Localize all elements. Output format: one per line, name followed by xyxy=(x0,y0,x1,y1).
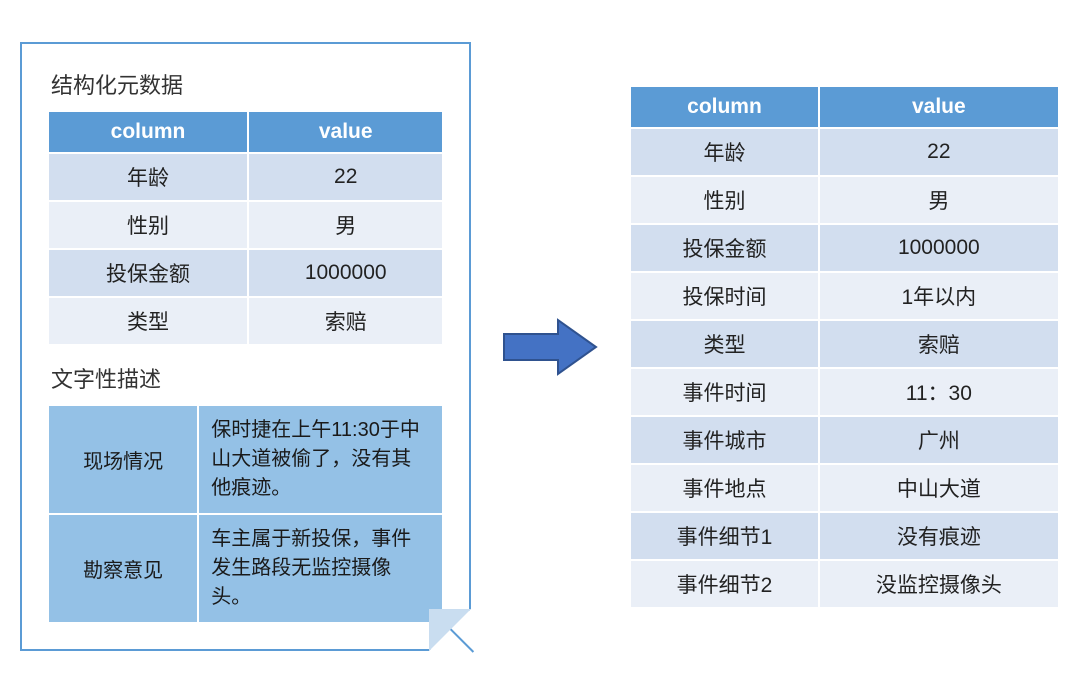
table-cell: 投保时间 xyxy=(630,272,818,320)
source-panel: 结构化元数据 column value 年龄22性别男投保金额1000000类型… xyxy=(20,42,471,651)
result-panel: column value 年龄22性别男投保金额1000000投保时间1年以内类… xyxy=(629,85,1060,609)
desc-value: 车主属于新投保，事件发生路段无监控摄像头。 xyxy=(198,514,443,623)
desc-value: 保时捷在上午11:30于中山大道被偷了，没有其他痕迹。 xyxy=(198,405,443,514)
table-cell: 投保金额 xyxy=(48,249,248,297)
table-cell: 1年以内 xyxy=(819,272,1059,320)
extracted-fields-table: column value 年龄22性别男投保金额1000000投保时间1年以内类… xyxy=(629,85,1060,609)
table-cell: 年龄 xyxy=(630,128,818,176)
table-cell: 性别 xyxy=(48,201,248,249)
table-header: value xyxy=(248,111,443,153)
table-cell: 投保金额 xyxy=(630,224,818,272)
table-cell: 索赔 xyxy=(819,320,1059,368)
table-row: 现场情况保时捷在上午11:30于中山大道被偷了，没有其他痕迹。 xyxy=(48,405,443,514)
table-cell: 事件城市 xyxy=(630,416,818,464)
table-row: 投保金额1000000 xyxy=(48,249,443,297)
table-header: column xyxy=(48,111,248,153)
transform-arrow xyxy=(501,318,599,376)
page-fold-decoration xyxy=(429,609,471,651)
table-cell: 广州 xyxy=(819,416,1059,464)
table-row: 事件细节2没监控摄像头 xyxy=(630,560,1059,608)
table-row: 事件时间11：30 xyxy=(630,368,1059,416)
table-row: 类型索赔 xyxy=(630,320,1059,368)
arrow-icon xyxy=(502,318,598,376)
table-cell: 事件时间 xyxy=(630,368,818,416)
table-header: value xyxy=(819,86,1059,128)
structured-metadata-table: column value 年龄22性别男投保金额1000000类型索赔 xyxy=(47,110,444,346)
desc-key: 现场情况 xyxy=(48,405,198,514)
table-cell: 男 xyxy=(819,176,1059,224)
table-cell: 事件细节1 xyxy=(630,512,818,560)
table-cell: 中山大道 xyxy=(819,464,1059,512)
table-row: 年龄22 xyxy=(48,153,443,201)
table-row: 投保时间1年以内 xyxy=(630,272,1059,320)
table-row: 性别男 xyxy=(630,176,1059,224)
table-row: 勘察意见车主属于新投保，事件发生路段无监控摄像头。 xyxy=(48,514,443,623)
table-cell: 年龄 xyxy=(48,153,248,201)
table-cell: 11：30 xyxy=(819,368,1059,416)
table-row: 性别男 xyxy=(48,201,443,249)
table-cell: 1000000 xyxy=(248,249,443,297)
table-cell: 22 xyxy=(819,128,1059,176)
table-cell: 1000000 xyxy=(819,224,1059,272)
desc-key: 勘察意见 xyxy=(48,514,198,623)
table-row: 投保金额1000000 xyxy=(630,224,1059,272)
section-title-structured: 结构化元数据 xyxy=(51,68,444,100)
table-row: 事件细节1没有痕迹 xyxy=(630,512,1059,560)
table-cell: 类型 xyxy=(630,320,818,368)
table-cell: 没监控摄像头 xyxy=(819,560,1059,608)
table-row: 年龄22 xyxy=(630,128,1059,176)
section-title-description: 文字性描述 xyxy=(51,362,444,394)
table-row: 类型索赔 xyxy=(48,297,443,345)
table-cell: 22 xyxy=(248,153,443,201)
table-cell: 男 xyxy=(248,201,443,249)
table-row: 事件城市广州 xyxy=(630,416,1059,464)
table-cell: 没有痕迹 xyxy=(819,512,1059,560)
table-row: 事件地点中山大道 xyxy=(630,464,1059,512)
text-description-table: 现场情况保时捷在上午11:30于中山大道被偷了，没有其他痕迹。勘察意见车主属于新… xyxy=(47,404,444,624)
table-cell: 索赔 xyxy=(248,297,443,345)
table-cell: 事件细节2 xyxy=(630,560,818,608)
table-cell: 类型 xyxy=(48,297,248,345)
table-header: column xyxy=(630,86,818,128)
table-cell: 性别 xyxy=(630,176,818,224)
table-cell: 事件地点 xyxy=(630,464,818,512)
